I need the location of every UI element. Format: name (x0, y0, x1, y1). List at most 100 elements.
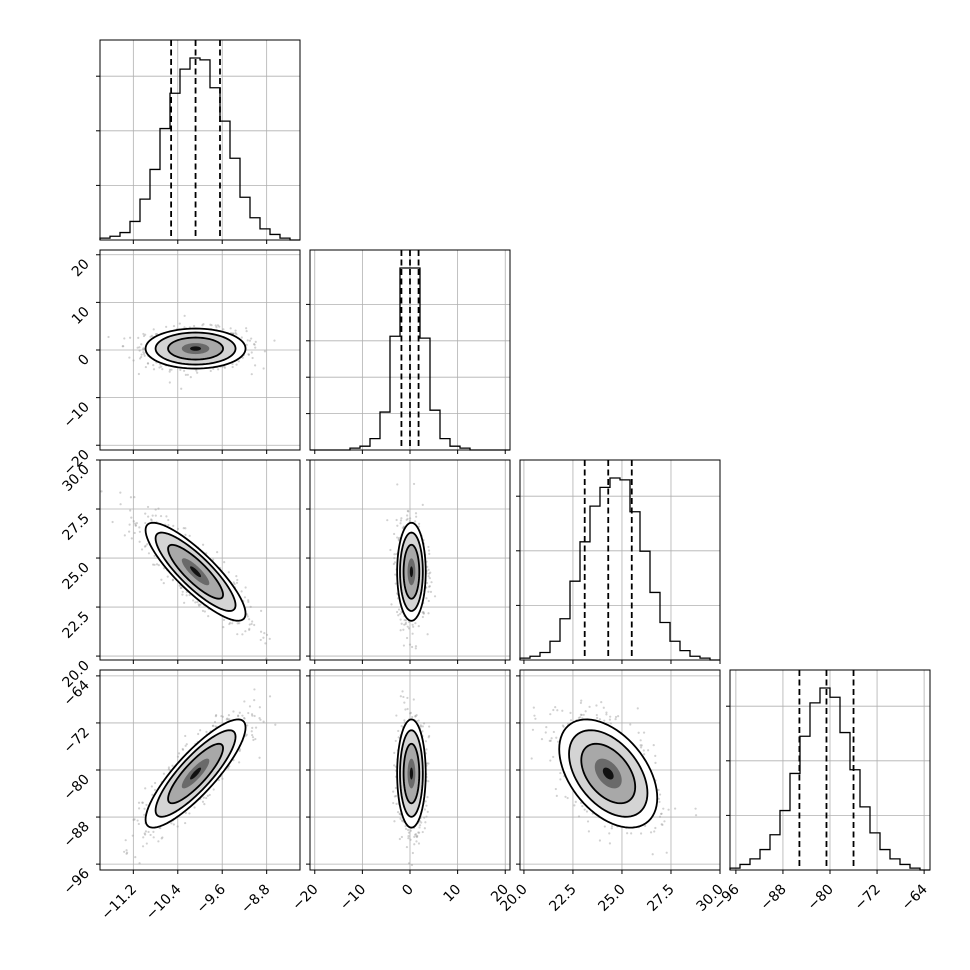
scatter-point (168, 370, 171, 373)
panel-frame (99, 459, 301, 661)
scatter-point (262, 720, 265, 723)
contour-line (167, 543, 224, 600)
scatter-point (394, 786, 397, 790)
scatter-point (216, 551, 219, 554)
scatter-point (268, 637, 271, 640)
scatter-point (176, 755, 180, 758)
scatter-point (133, 495, 136, 499)
scatter-point (212, 788, 215, 791)
scatter-point (651, 853, 654, 856)
scatter-point (425, 804, 428, 807)
scatter-point (574, 800, 577, 804)
scatter-point (262, 636, 265, 639)
contour-line (154, 331, 237, 366)
scatter-point (258, 706, 261, 709)
scatter-point (227, 714, 231, 717)
histogram-panel-0 (96, 39, 301, 244)
scatter-point (425, 748, 428, 751)
scatter-point (151, 793, 154, 796)
scatter-point (167, 523, 170, 527)
scatter-point (253, 714, 256, 718)
scatter-point (247, 711, 250, 715)
scatter-point (433, 595, 437, 598)
contour-line (399, 729, 424, 818)
scatter-point (393, 795, 396, 798)
scatter-point (205, 796, 208, 800)
scatter-point (660, 823, 663, 826)
scatter-point (414, 520, 417, 523)
scatter-point (421, 503, 424, 506)
scatter-point (166, 575, 169, 578)
scatter-point (412, 698, 415, 701)
scatter-point (259, 718, 262, 721)
scatter-point (552, 730, 555, 734)
scatter-point (123, 337, 126, 340)
scatter-point (552, 755, 555, 759)
scatter-point (172, 524, 175, 527)
density (100, 490, 271, 660)
scatter-point (184, 533, 187, 536)
scatter-panel-3-1 (306, 669, 511, 874)
scatter-point (225, 718, 228, 721)
scatter-point (610, 825, 614, 828)
scatter-point (652, 744, 655, 747)
scatter-point (397, 538, 400, 541)
scatter-point (238, 622, 241, 625)
scatter-point (143, 813, 146, 816)
scatter-point (392, 790, 395, 793)
scatter-point (176, 825, 179, 828)
scatter-point (172, 823, 175, 826)
scatter-point (415, 835, 419, 839)
scatter-point (197, 732, 200, 736)
scatter-point (154, 508, 157, 511)
scatter-point (193, 806, 196, 809)
scatter-point (403, 623, 406, 626)
scatter-point (250, 337, 253, 340)
scatter-panel-2-1 (306, 459, 511, 664)
scatter-point (398, 837, 401, 841)
scatter-point (143, 545, 147, 548)
scatter-point (394, 573, 397, 576)
scatter-point (248, 623, 251, 626)
scatter-point (414, 647, 417, 650)
scatter-point (228, 622, 231, 626)
scatter-point (413, 835, 416, 838)
scatter-point (132, 520, 135, 523)
scatter-point (143, 807, 146, 810)
scatter-point (188, 593, 191, 597)
scatter-point (167, 518, 170, 522)
scatter-point (426, 796, 429, 799)
scatter-point (143, 354, 146, 357)
scatter-point (138, 540, 141, 543)
scatter-point (424, 800, 427, 803)
scatter-point (227, 767, 230, 770)
scatter-point (394, 794, 398, 798)
scatter-point (203, 610, 206, 613)
scatter-point (395, 552, 398, 556)
scatter-point (406, 514, 409, 517)
scatter-point (158, 366, 161, 369)
scatter-point (250, 622, 253, 626)
scatter-point (400, 835, 403, 839)
scatter-point (427, 762, 430, 765)
scatter-point (580, 713, 583, 717)
scatter-point (598, 718, 602, 721)
scatter-point (406, 707, 409, 711)
scatter-point (399, 695, 402, 698)
scatter-point (123, 534, 126, 537)
scatter-point (207, 615, 210, 618)
scatter-point (212, 724, 215, 727)
scatter-point (183, 314, 186, 317)
scatter-point (424, 821, 427, 824)
scatter-point (548, 739, 551, 742)
scatter-point (144, 833, 147, 836)
scatter-point (157, 564, 160, 567)
scatter-point (170, 368, 173, 371)
scatter-point (180, 387, 183, 390)
scatter-point (417, 831, 420, 834)
scatter-point (160, 365, 163, 368)
scatter-point (153, 554, 156, 558)
scatter-point (406, 696, 409, 700)
scatter-point (198, 604, 201, 607)
scatter-point (411, 632, 414, 635)
